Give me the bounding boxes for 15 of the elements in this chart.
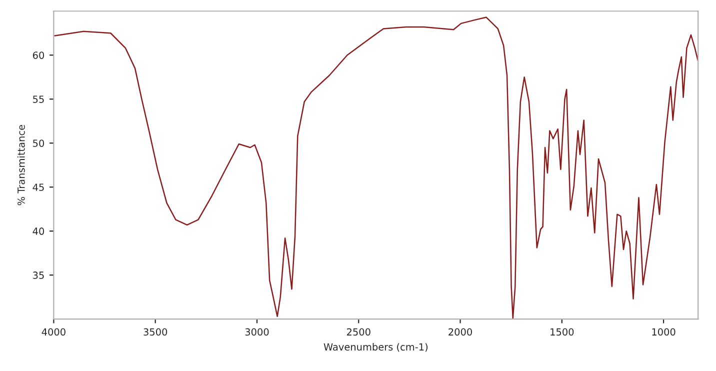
x-tick-label: 4000 <box>42 328 66 336</box>
y-axis-title: % Transmittance <box>17 124 25 206</box>
y-tick-label: 50 <box>33 140 44 147</box>
x-axis-title: Wavenumbers (cm-1) <box>324 343 428 352</box>
x-tick-label: 2500 <box>346 328 370 336</box>
x-tick-label: 2000 <box>448 328 472 336</box>
y-tick-label: 45 <box>32 184 44 191</box>
x-tick-label: 1000 <box>652 328 676 336</box>
y-tick-label: 35 <box>33 272 44 279</box>
y-tick-label: 40 <box>32 228 44 235</box>
y-tick-label: 55 <box>33 96 44 103</box>
x-tick-label: 1500 <box>550 328 574 336</box>
x-tick-label: 3500 <box>144 328 168 336</box>
x-tick-label: 3000 <box>245 328 269 336</box>
y-tick-label: 60 <box>32 52 44 59</box>
